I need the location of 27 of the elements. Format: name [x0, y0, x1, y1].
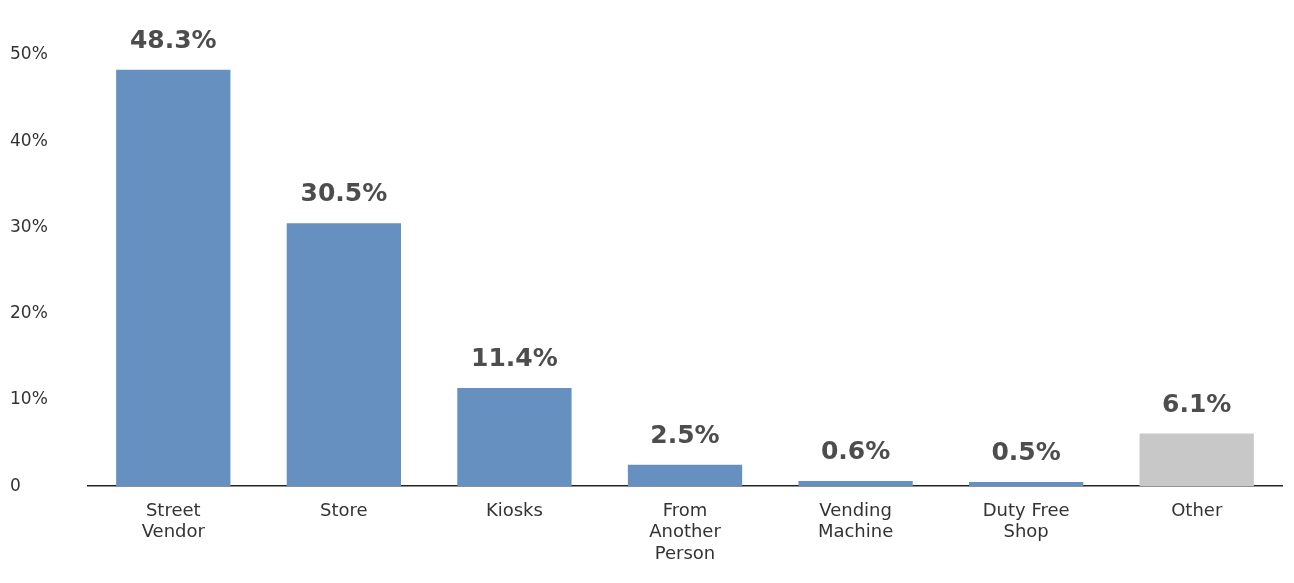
bar	[286, 223, 401, 487]
data-label: 48.3%	[129, 24, 217, 54]
data-label: 11.4%	[471, 342, 558, 372]
x-tick-label: From Another Person	[649, 498, 722, 563]
bar	[116, 69, 231, 487]
bar	[798, 481, 913, 487]
x-tick-label: Kiosks	[485, 498, 543, 520]
y-tick-label: 30%	[10, 215, 48, 236]
data-label: 30.5%	[300, 178, 388, 208]
data-label: 6.1%	[1162, 388, 1232, 418]
x-tick-label: Vending Machine	[817, 498, 894, 542]
y-tick-label: 40%	[10, 129, 48, 150]
y-tick-label: 50%	[10, 43, 48, 64]
x-tick-label: Store	[320, 498, 368, 520]
y-tick-label: 20%	[10, 302, 48, 323]
bar	[627, 464, 743, 487]
x-tick-label: Duty Free Shop	[982, 498, 1070, 542]
data-label: 0.6%	[820, 436, 891, 466]
bar	[1139, 433, 1254, 487]
y-tick-label: 0	[10, 474, 21, 495]
y-tick-label: 10%	[10, 388, 48, 409]
bar	[457, 387, 572, 487]
x-tick-label: Street Vendor	[141, 498, 206, 542]
x-tick-label: Other	[1171, 498, 1223, 520]
bar	[969, 481, 1084, 487]
data-label: 2.5%	[650, 419, 720, 449]
data-label: 0.5%	[991, 436, 1061, 466]
